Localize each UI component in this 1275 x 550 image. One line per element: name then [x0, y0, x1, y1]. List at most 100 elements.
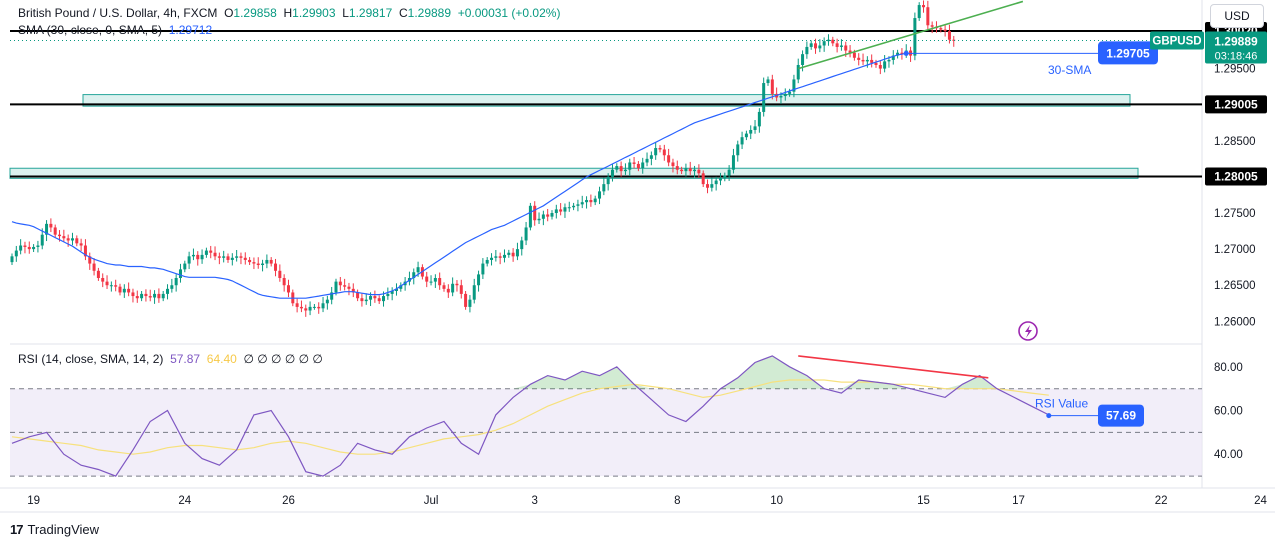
candle[interactable]: [88, 252, 92, 270]
candle[interactable]: [507, 249, 511, 258]
candle[interactable]: [222, 250, 226, 263]
candle[interactable]: [805, 41, 809, 59]
candle[interactable]: [412, 268, 416, 285]
candle[interactable]: [49, 218, 53, 233]
candle[interactable]: [520, 236, 524, 256]
candle[interactable]: [140, 291, 144, 302]
candle[interactable]: [105, 275, 109, 289]
candle[interactable]: [373, 290, 377, 303]
candle[interactable]: [317, 302, 321, 314]
candle[interactable]: [464, 291, 468, 310]
candle[interactable]: [118, 283, 122, 296]
candle[interactable]: [446, 284, 450, 298]
candle[interactable]: [580, 195, 584, 209]
candle[interactable]: [153, 290, 157, 304]
candle[interactable]: [27, 241, 31, 254]
candle[interactable]: [256, 257, 260, 269]
candle[interactable]: [783, 88, 787, 101]
support-zone[interactable]: [9, 167, 1139, 179]
candle[interactable]: [524, 221, 528, 246]
candle[interactable]: [70, 232, 74, 246]
candle[interactable]: [187, 251, 191, 270]
candle[interactable]: [753, 120, 757, 134]
candle[interactable]: [425, 271, 429, 288]
candle[interactable]: [19, 239, 23, 255]
candle[interactable]: [131, 288, 135, 303]
candle[interactable]: [183, 260, 187, 273]
candle[interactable]: [718, 172, 722, 186]
candle[interactable]: [870, 54, 874, 68]
candle[interactable]: [79, 238, 83, 252]
candle[interactable]: [304, 304, 308, 317]
candle[interactable]: [23, 241, 27, 254]
candle[interactable]: [75, 235, 79, 247]
candle[interactable]: [351, 283, 355, 298]
candle[interactable]: [490, 253, 494, 266]
candle[interactable]: [455, 280, 459, 292]
candle[interactable]: [468, 295, 472, 313]
support-zone[interactable]: [82, 94, 1131, 107]
candle[interactable]: [917, 2, 921, 21]
candle[interactable]: [45, 220, 49, 242]
candle[interactable]: [641, 157, 645, 174]
candle[interactable]: [684, 163, 688, 177]
candle[interactable]: [533, 201, 537, 226]
candle[interactable]: [209, 245, 213, 259]
candle[interactable]: [636, 161, 640, 172]
candle[interactable]: [740, 131, 744, 150]
candle[interactable]: [161, 291, 165, 302]
candle[interactable]: [623, 163, 627, 175]
candle[interactable]: [122, 284, 126, 298]
candle[interactable]: [654, 142, 658, 160]
candle[interactable]: [697, 164, 701, 178]
candle[interactable]: [485, 257, 489, 267]
candle[interactable]: [865, 56, 869, 68]
candle[interactable]: [610, 164, 614, 182]
candle[interactable]: [818, 39, 822, 53]
candle[interactable]: [857, 53, 861, 66]
candle[interactable]: [710, 177, 714, 192]
candle[interactable]: [667, 148, 671, 167]
candle[interactable]: [744, 130, 748, 141]
candle[interactable]: [706, 179, 710, 194]
candle[interactable]: [178, 263, 182, 283]
candle[interactable]: [585, 196, 589, 209]
candle[interactable]: [394, 283, 398, 296]
candle[interactable]: [170, 278, 174, 293]
candle[interactable]: [814, 38, 818, 54]
currency-button[interactable]: USD: [1210, 4, 1264, 28]
candle[interactable]: [563, 203, 567, 218]
candle[interactable]: [347, 282, 351, 296]
candle[interactable]: [14, 245, 18, 262]
candle[interactable]: [166, 284, 170, 300]
candle[interactable]: [762, 77, 766, 117]
candle[interactable]: [230, 253, 234, 266]
candle[interactable]: [649, 151, 653, 166]
candle[interactable]: [481, 258, 485, 280]
rsi-pane[interactable]: 40.00 60.00 80.00 RSI Value 57.69: [10, 355, 1243, 477]
candle[interactable]: [913, 12, 917, 61]
candle[interactable]: [248, 257, 252, 266]
candle[interactable]: [438, 272, 442, 290]
candle[interactable]: [96, 267, 100, 281]
candle[interactable]: [826, 34, 830, 46]
candle[interactable]: [658, 145, 662, 153]
candle[interactable]: [243, 252, 247, 265]
candle[interactable]: [515, 242, 519, 261]
candle[interactable]: [727, 165, 731, 181]
candle[interactable]: [442, 282, 446, 292]
candle[interactable]: [891, 50, 895, 65]
candle[interactable]: [364, 293, 368, 305]
candle[interactable]: [675, 160, 679, 175]
candle[interactable]: [615, 163, 619, 173]
candle[interactable]: [399, 282, 403, 292]
candle[interactable]: [922, 0, 926, 13]
candle[interactable]: [53, 224, 57, 238]
candle[interactable]: [593, 195, 597, 206]
candle[interactable]: [559, 203, 563, 216]
candle[interactable]: [572, 202, 576, 211]
candle[interactable]: [278, 264, 282, 282]
candle[interactable]: [308, 301, 312, 316]
candle[interactable]: [502, 249, 506, 263]
